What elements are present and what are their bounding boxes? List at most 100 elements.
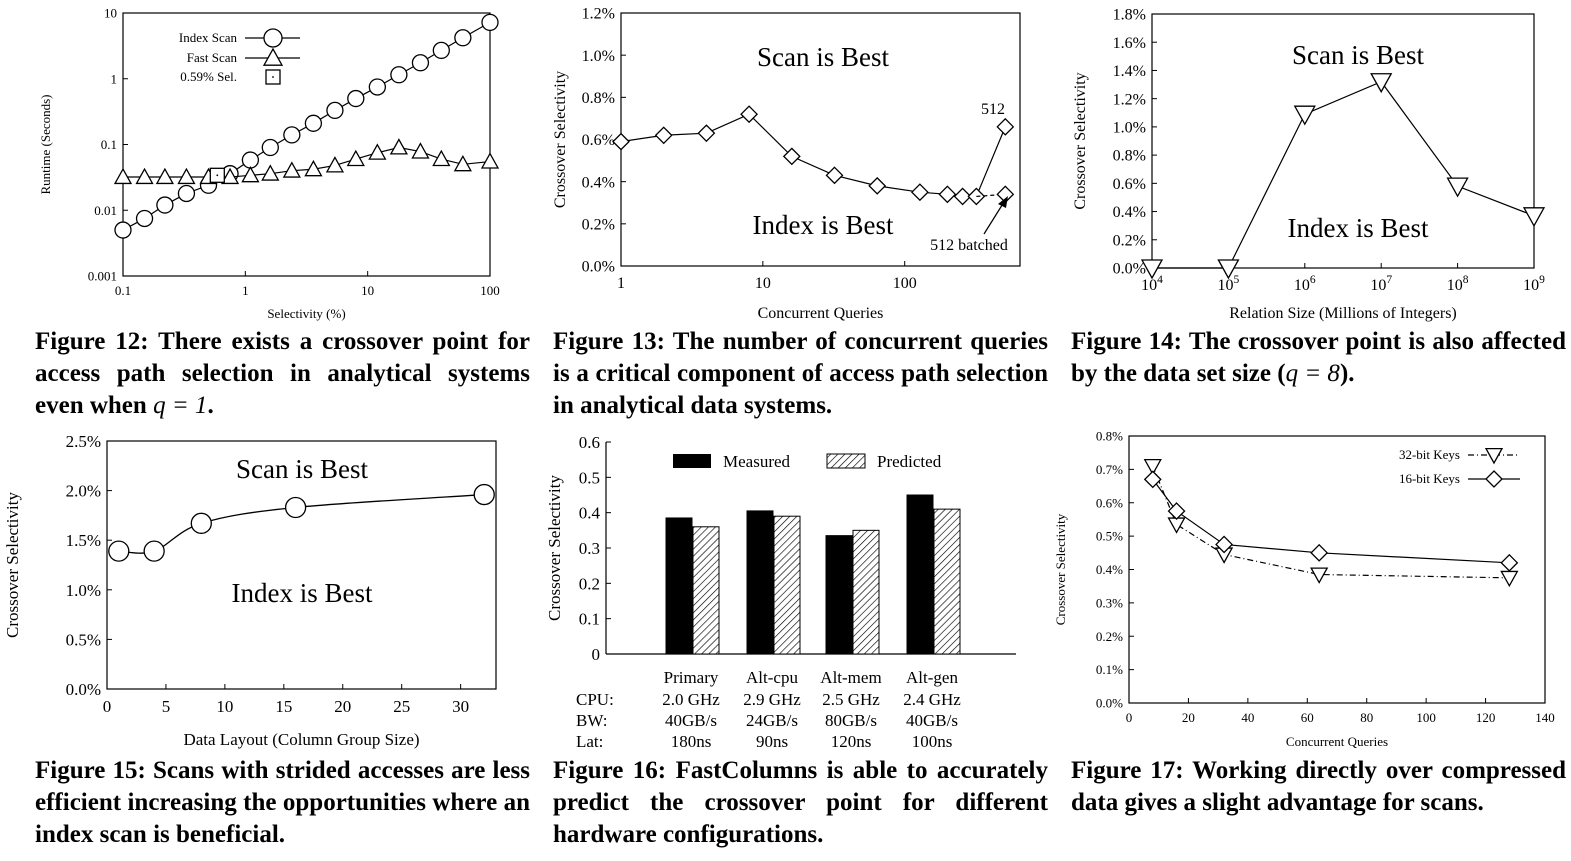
fig14-caption-math: q = 8 — [1286, 360, 1340, 387]
fig13-annotation-512: 512 — [981, 101, 1005, 118]
fig15-series-0-point-2 — [191, 513, 211, 533]
fig15-ytick-label-2: 1.0% — [66, 581, 101, 600]
fig12-series-1-point-10 — [327, 157, 343, 171]
fig14-ytick-label-9: 1.8% — [1113, 7, 1146, 24]
fig12-ytick-label-3: 1 — [111, 71, 118, 86]
fig15-caption: Figure 15: Scans with strided accesses a… — [35, 755, 530, 851]
fig12-caption-label: Figure 12: — [35, 328, 149, 355]
fig13-series-0-point-7 — [912, 184, 928, 200]
fig14-annotation-scan: Scan is Best — [1292, 40, 1424, 70]
fig15-annotation-scan: Scan is Best — [236, 454, 368, 484]
fig16-hw-2-0: 180ns — [671, 732, 712, 751]
fig16-hw-2-1: 90ns — [756, 732, 788, 751]
fig17-series-1-point-1 — [1169, 503, 1185, 519]
fig16-legend-label-1: Predicted — [877, 452, 942, 471]
fig16-ytick-label-2: 0.2 — [579, 574, 600, 593]
fig12-chart: 0.001 0.01 0.1 1 10 0.1 1 10 100 Selectivity (%) R… — [0, 0, 520, 330]
fig16-hw-label-0: CPU: — [576, 690, 614, 709]
fig15-series-0-point-4 — [474, 485, 494, 505]
fig14-ytick-label-7: 1.4% — [1113, 63, 1146, 80]
fig16-hw-0-1: 2.9 GHz — [743, 690, 801, 709]
fig17-chart: 0.0%0.1%0.2%0.3%0.4%0.5%0.6%0.7%0.8%0 20 4… — [1040, 425, 1571, 755]
fig15-chart: 0.0% 0.5% 1.0% 1.5% 2.0% 2.5% 0 5 10 15 20 25 30 Data… — [0, 425, 520, 755]
fig16-hw-1-2: 80GB/s — [825, 711, 877, 730]
fig14-xtick-label-2: 106 — [1294, 274, 1316, 294]
fig17-ytick-label-0: 0.0% — [1096, 696, 1123, 711]
fig12-legend-label-0: Index Scan — [179, 30, 238, 45]
fig14-xtick-label-5: 109 — [1523, 274, 1545, 294]
fig13-xtick-label-2: 100 — [893, 275, 917, 292]
fig14-caption-label: Figure 14: — [1071, 328, 1182, 355]
fig12-series-1-point-1 — [137, 169, 153, 183]
fig13-series-0-point-6 — [869, 178, 885, 194]
fig16-legend-swatch-1 — [827, 454, 865, 468]
fig15-xtick-label-6: 30 — [452, 697, 469, 716]
fig17-ytick-label-2: 0.2% — [1096, 629, 1123, 644]
fig16-bar-0-2 — [826, 536, 852, 654]
fig14-series-0-point-5 — [1524, 208, 1544, 226]
fig12-series-0-point-3 — [178, 185, 194, 201]
fig15-ytick-label-5: 2.5% — [66, 432, 101, 451]
fig17-legend-marker-0 — [1486, 449, 1502, 463]
fig12-caption-math: q = 1 — [153, 392, 207, 419]
fig13-series-0-point-0 — [613, 134, 629, 150]
fig16-ytick-label-3: 0.3 — [579, 539, 600, 558]
fig13-series-0-point-11 — [997, 119, 1013, 135]
fig12-xtick-label-1: 1 — [242, 283, 249, 298]
fig16-hw-0-3: 2.4 GHz — [903, 690, 961, 709]
fig13-xtick-label-0: 1 — [617, 275, 625, 292]
fig16-category-2: Alt-mem — [820, 668, 881, 687]
fig14-ytick-label-2: 0.4% — [1113, 204, 1146, 221]
fig14-ytick-label-5: 1.0% — [1113, 119, 1146, 136]
fig14-ytick-label-6: 1.2% — [1113, 91, 1146, 108]
fig12-series-0-point-2 — [157, 197, 173, 213]
fig12-series-1-point-3 — [178, 169, 194, 183]
fig17-series-0-point-4 — [1501, 571, 1517, 585]
fig15-series-0-point-1 — [144, 541, 164, 561]
fig13-series-0-point-5 — [826, 167, 842, 183]
fig16-bar-1-0 — [693, 527, 719, 654]
fig17-ytick-label-1: 0.1% — [1096, 662, 1123, 677]
fig14-chart: 0.0% 0.2% 0.4% 0.6% 0.8% 1.0% 1.2% 1.4% 1.6% 1.8%… — [1040, 0, 1571, 330]
fig12-series-2-point-0-dot — [216, 174, 218, 176]
fig12-xtick-label-0: 0.1 — [115, 283, 131, 298]
fig15-xtick-label-1: 5 — [162, 697, 171, 716]
fig12-series-0-point-10 — [327, 102, 343, 118]
fig12-series-1-point-2 — [157, 169, 173, 183]
fig13-series-0-point-8 — [939, 186, 955, 202]
fig12-series-0-point-9 — [305, 115, 321, 131]
fig17-xtick-label-0: 0 — [1126, 710, 1133, 725]
fig17-series-0-point-3 — [1311, 568, 1327, 582]
fig12-xtick-label-3: 100 — [480, 283, 500, 298]
fig17-ytick-label-7: 0.7% — [1096, 462, 1123, 477]
fig13-series-0-point-1 — [656, 127, 672, 143]
fig16-bar-0-1 — [747, 511, 773, 654]
fig17-series-1-point-3 — [1311, 545, 1327, 561]
fig13-annotation-batched: 512 batched — [930, 237, 1008, 254]
fig12-caption-tail: . — [207, 392, 213, 419]
fig14-caption: Figure 14: The crossover point is also a… — [1071, 326, 1566, 390]
fig12-series-0-point-16 — [455, 30, 471, 46]
fig15-series-0-point-3 — [286, 497, 306, 517]
fig12-series-0-point-11 — [348, 91, 364, 107]
fig13-xlabel: Concurrent Queries — [758, 305, 884, 322]
fig13-ylabel: Crossover Selectivity — [552, 71, 569, 208]
fig15-xtick-label-0: 0 — [103, 697, 112, 716]
fig12-series-0-point-1 — [137, 210, 153, 226]
fig17-xlabel: Concurrent Queries — [1286, 734, 1388, 749]
fig13-arrow-shaft — [984, 202, 1004, 234]
fig14-caption-tail: ). — [1340, 360, 1355, 387]
fig12-series-0-point-14 — [412, 55, 428, 71]
fig12-series-0-point-7 — [262, 140, 278, 156]
fig17-plot-frame — [1129, 436, 1545, 703]
fig14-xtick-label-4: 108 — [1447, 274, 1469, 294]
fig16-ytick-label-1: 0.1 — [579, 610, 600, 629]
fig13-ytick-label-0: 0.0% — [582, 259, 615, 276]
fig17-legend-label-1: 16-bit Keys — [1399, 471, 1460, 486]
fig16-ytick-label-0: 0 — [592, 645, 601, 664]
fig12-series-1-point-11 — [348, 151, 364, 165]
fig13-ytick-label-6: 1.2% — [582, 6, 615, 23]
fig16-ytick-label-6: 0.6 — [579, 433, 600, 452]
fig12-xlabel: Selectivity (%) — [267, 306, 345, 321]
fig12-series-1-point-0 — [115, 169, 131, 183]
